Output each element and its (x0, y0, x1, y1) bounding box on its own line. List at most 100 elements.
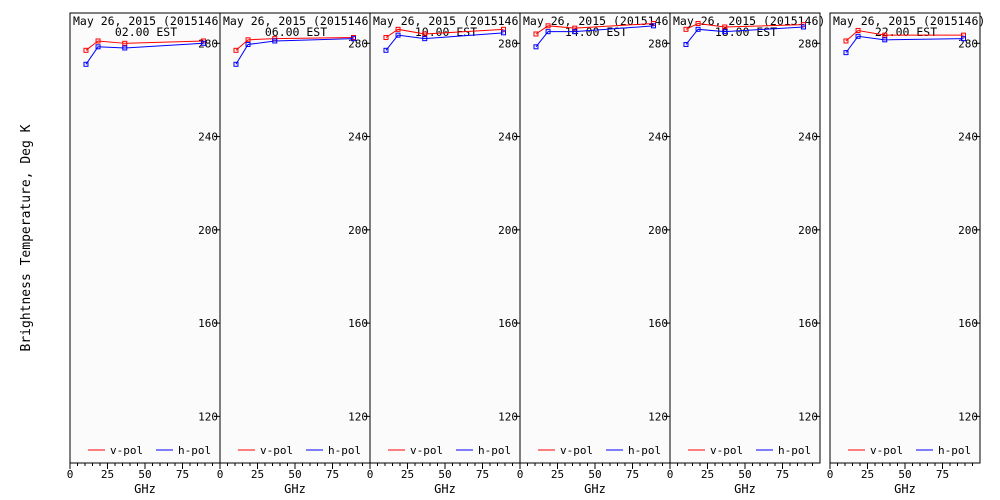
vpol-data-point (501, 26, 506, 32)
vpol-series-line (685, 22, 804, 30)
plot-frame (69, 12, 221, 464)
hpol-data-point (95, 44, 101, 50)
x-tick-label: 75 (326, 468, 339, 481)
x-tick-label: 50 (288, 468, 301, 481)
vpol-data-point (722, 24, 728, 30)
y-tick-label: 120 (958, 410, 978, 423)
x-tick-label: 25 (861, 468, 874, 481)
x-tick-label: 25 (551, 468, 564, 481)
x-tick-label: 75 (776, 468, 789, 481)
legend-label-vpol: v-pol (870, 444, 903, 457)
x-tick-label: 0 (517, 468, 524, 481)
legend-label-hpol: h-pol (778, 444, 811, 457)
x-tick-label: 0 (367, 468, 374, 481)
hpol-series-line (385, 32, 504, 51)
chart-panel-5: May 26, 2015 (2015146)18.00 EST 120 160 200… (667, 12, 825, 496)
vpol-data-point (961, 32, 966, 38)
x-axis-label: GHz (284, 482, 306, 496)
hpol-data-point (122, 45, 128, 51)
hpol-data-point (383, 47, 389, 53)
x-tick-label: 0 (67, 468, 74, 481)
x-tick-label: 75 (936, 468, 949, 481)
hpol-data-point (683, 41, 689, 47)
y-tick-label: 240 (798, 131, 818, 144)
y-tick-label: 160 (348, 317, 368, 330)
hpol-data-point (572, 29, 578, 35)
vpol-data-point (572, 25, 578, 31)
vpol-series-line (85, 40, 204, 51)
x-axis-label: GHz (894, 482, 916, 496)
legend-label-vpol: v-pol (410, 444, 443, 457)
vpol-data-point (855, 27, 861, 33)
panel-title: May 26, 2015 (2015146) (223, 14, 375, 28)
y-tick-label: 240 (498, 131, 518, 144)
vpol-data-point (122, 40, 128, 46)
panels-group: May 26, 2015 (2015146)02.00 EST120160200… (67, 12, 985, 496)
x-tick-label: 50 (138, 468, 151, 481)
vpol-series-line (845, 29, 964, 42)
hpol-data-point (855, 33, 861, 39)
y-tick-label: 280 (648, 37, 668, 50)
hpol-data-point (961, 36, 966, 42)
y-tick-label: 120 (348, 410, 368, 423)
legend-label-hpol: h-pol (328, 444, 361, 457)
legend-label-vpol: v-pol (260, 444, 293, 457)
y-tick-label: 200 (958, 224, 978, 237)
hpol-data-point (272, 38, 278, 44)
legend-label-vpol: v-pol (560, 444, 593, 457)
hpol-data-point (533, 44, 539, 50)
vpol-data-point (395, 26, 401, 32)
hpol-data-point (201, 40, 206, 46)
chart-panel-6: May 26, 2015 (2015146)22.00 EST120160200… (827, 12, 985, 496)
hpol-data-point (245, 41, 251, 47)
panel-title: May 26, 2015 (2015146) (673, 14, 825, 28)
y-tick-label: 200 (798, 224, 818, 237)
chart-panel-1: May 26, 2015 (2015146)02.00 EST 120 160 200… (67, 12, 225, 496)
hpol-data-point (545, 29, 551, 35)
panel-subtitle: 18.00 EST (715, 25, 777, 39)
panel-subtitle: 02.00 EST (115, 25, 177, 39)
plot-frame (219, 12, 371, 464)
y-tick-label: 120 (648, 410, 668, 423)
x-axis-label: GHz (134, 482, 156, 496)
x-axis-label: GHz (734, 482, 756, 496)
chart-panel-4: May 26, 2015 (2015146)14.00 EST120160200… (517, 12, 675, 496)
vpol-data-point (383, 34, 389, 40)
y-tick-label: 280 (798, 37, 818, 50)
chart-panel-2: May 26, 2015 (2015146)06.00 EST 120 160 200… (217, 12, 375, 496)
hpol-data-point (843, 50, 849, 56)
y-tick-label: 240 (348, 131, 368, 144)
panel-subtitle: 06.00 EST (265, 25, 327, 39)
y-tick-label: 160 (958, 317, 978, 330)
panel-title: May 26, 2015 (2015146) (373, 14, 525, 28)
x-tick-label: 0 (667, 468, 674, 481)
x-tick-label: 50 (588, 468, 601, 481)
y-tick-label: 280 (498, 37, 518, 50)
x-tick-label: 25 (251, 468, 264, 481)
hpol-data-point (83, 61, 89, 67)
legend-label-hpol: h-pol (628, 444, 661, 457)
vpol-data-point (683, 26, 689, 32)
plot-frame (369, 12, 521, 464)
hpol-data-point (695, 26, 701, 32)
hpol-data-point (233, 61, 239, 67)
y-tick-label: 160 (798, 317, 818, 330)
y-tick-label: 200 (648, 224, 668, 237)
y-tick-label: 200 (348, 224, 368, 237)
legend-label-hpol: h-pol (178, 444, 211, 457)
x-tick-label: 50 (898, 468, 911, 481)
hpol-data-point (801, 24, 806, 30)
x-tick-label: 0 (217, 468, 224, 481)
y-tick-label: 160 (198, 317, 218, 330)
x-tick-label: 75 (626, 468, 639, 481)
vpol-data-point (422, 31, 428, 37)
x-tick-label: 50 (438, 468, 451, 481)
panel-title: May 26, 2015 (2015146) (73, 14, 225, 28)
panel-title: May 26, 2015 (2015146) (833, 14, 985, 28)
hpol-series-line (845, 35, 964, 53)
legend-label-vpol: v-pol (110, 444, 143, 457)
vpol-series-line (235, 36, 354, 51)
vpol-series-line (535, 22, 654, 35)
x-tick-label: 75 (476, 468, 489, 481)
hpol-series-line (235, 38, 354, 65)
